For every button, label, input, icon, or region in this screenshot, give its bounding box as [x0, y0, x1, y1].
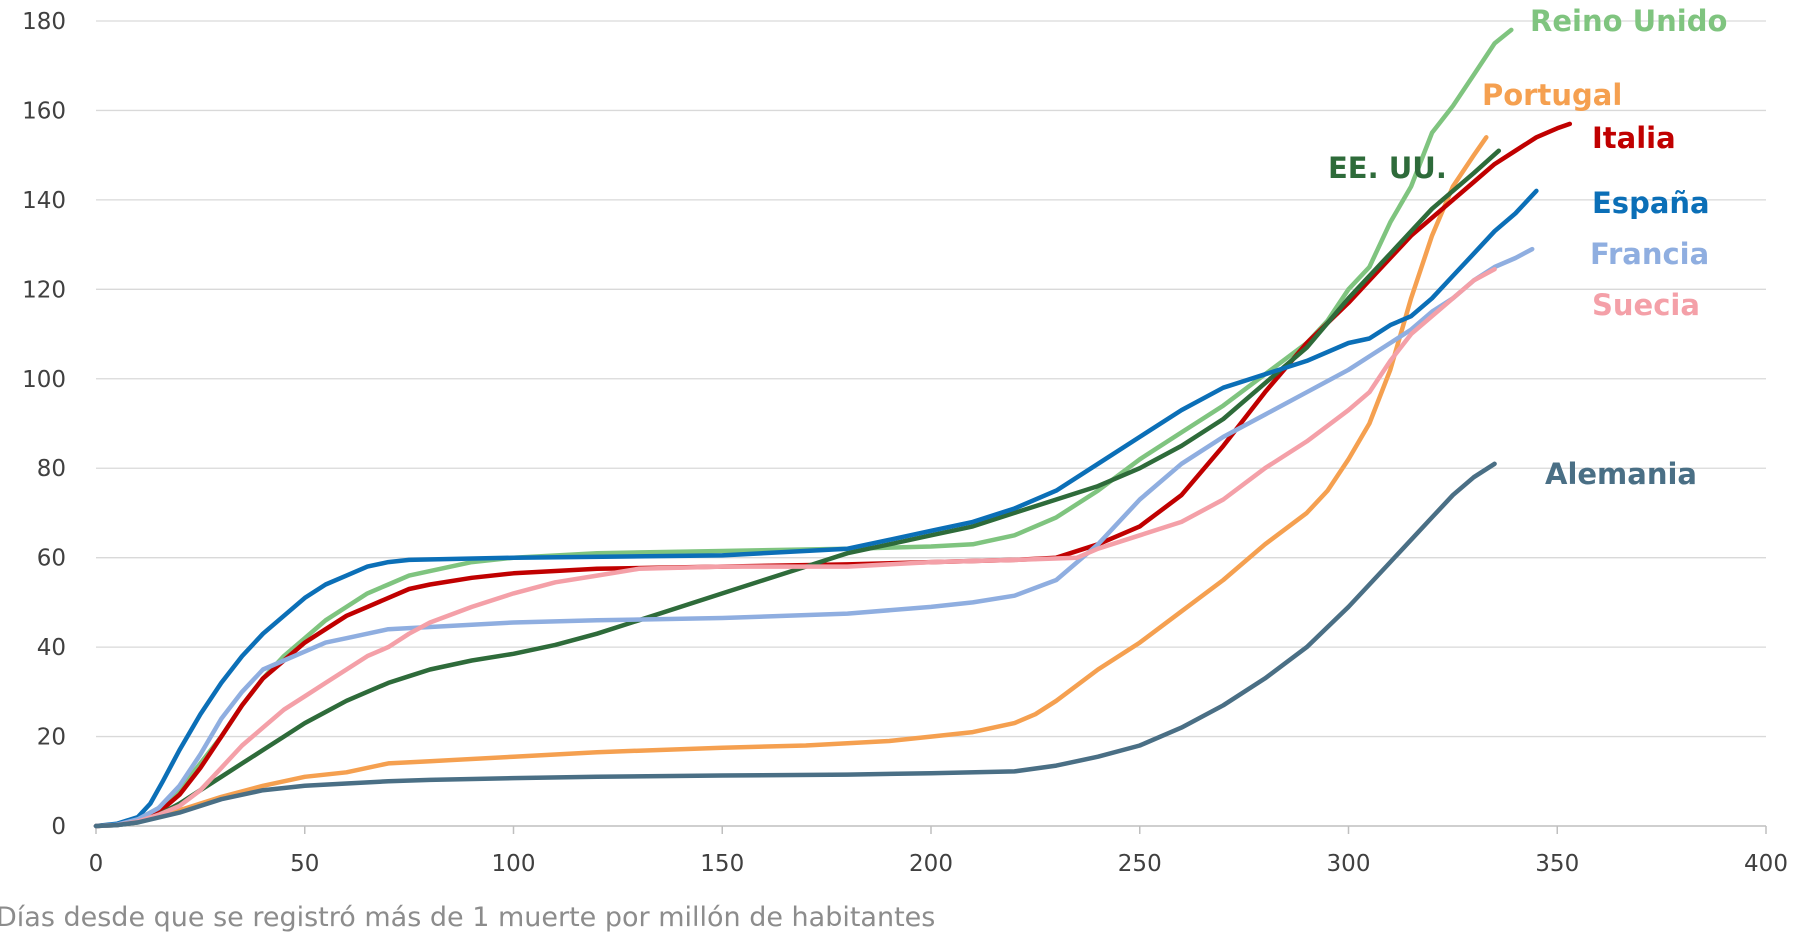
y-tick-label: 60	[37, 546, 66, 572]
x-tick-label: 50	[290, 851, 319, 877]
x-tick-label: 150	[700, 851, 744, 877]
x-tick-label: 0	[89, 851, 104, 877]
y-tick-label: 20	[37, 725, 66, 751]
series-label-reino-unido: Reino Unido	[1530, 4, 1727, 38]
x-axis-tick-labels: 0 50 100 150 200 250 300 350 400	[89, 851, 1788, 877]
series-lines	[93, 27, 1573, 829]
series-label-alemania: Alemania	[1545, 457, 1697, 491]
series-line-francia	[93, 246, 1535, 829]
x-tick-label: 100	[492, 851, 536, 877]
x-tick-label: 350	[1535, 851, 1579, 877]
x-tick-label: 400	[1744, 851, 1788, 877]
series-line-alemania	[93, 461, 1497, 829]
x-tick-label: 250	[1118, 851, 1162, 877]
x-axis-label: Días desde que se registró más de 1 muer…	[0, 902, 935, 933]
y-tick-label: 100	[22, 367, 66, 393]
series-label-italia: Italia	[1592, 121, 1676, 155]
series-label-portugal: Portugal	[1482, 78, 1622, 112]
series-line-reino-unido	[93, 27, 1514, 829]
series-line-suecia	[93, 266, 1497, 829]
y-tick-label: 160	[22, 98, 66, 124]
y-tick-label: 80	[37, 456, 66, 482]
series-line-italia	[93, 121, 1573, 829]
series-label-suecia: Suecia	[1592, 288, 1700, 322]
x-tick-label: 200	[909, 851, 953, 877]
series-labels: Reino Unido Portugal Italia EE. UU. España Fr…	[1328, 4, 1727, 491]
series-label-francia: Francia	[1590, 237, 1709, 271]
series-line-ee-uu	[93, 148, 1502, 829]
y-tick-label: 140	[22, 188, 66, 214]
series-line-portugal	[93, 135, 1489, 829]
series-label-españa: España	[1592, 186, 1710, 220]
x-axis	[95, 825, 1767, 834]
series-line-españa	[93, 188, 1539, 829]
y-tick-label: 40	[37, 635, 66, 661]
y-tick-label: 0	[51, 814, 66, 840]
series-label-ee-uu: EE. UU.	[1328, 151, 1447, 185]
x-tick-label: 300	[1327, 851, 1371, 877]
y-tick-label: 120	[22, 277, 66, 303]
y-axis-tick-labels: 0 20 40 60 80 100 120 140 160 180	[22, 9, 66, 840]
y-tick-label: 180	[22, 9, 66, 35]
gridlines	[96, 20, 1766, 738]
